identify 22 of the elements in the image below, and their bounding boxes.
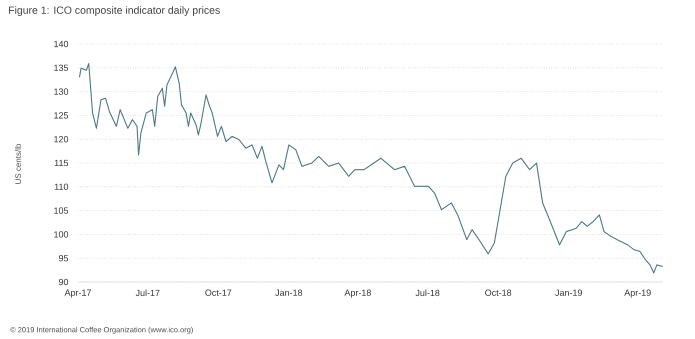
chart-title: Figure 1: ICO composite indicator daily prices — [9, 6, 220, 16]
y-tick-label: 115 — [54, 160, 68, 166]
x-tick-label: Oct-18 — [485, 290, 512, 296]
y-tick-label: 130 — [54, 88, 68, 95]
x-tick-label: Jul-18 — [416, 290, 440, 296]
x-tick-label: Oct-17 — [205, 290, 232, 296]
y-tick-label: 105 — [54, 207, 68, 214]
y-tick-label: 120 — [54, 136, 68, 142]
x-tick-label: Apr-18 — [344, 290, 371, 298]
y-tick-label: 140 — [54, 40, 68, 48]
y-tick-label: 100 — [54, 231, 68, 238]
x-tick-label: Jan-18 — [275, 290, 302, 296]
y-tick-label: 135 — [54, 64, 68, 71]
y-tick-label: 90 — [58, 278, 68, 286]
y-tick-label: 95 — [58, 255, 68, 262]
y-tick-label: 110 — [54, 184, 68, 190]
x-tick-label: Jul-17 — [136, 290, 160, 296]
line-series — [78, 62, 663, 274]
x-tick-label: Apr-19 — [624, 290, 651, 298]
x-tick-label: Jan-19 — [555, 290, 582, 296]
x-tick-label: Apr-17 — [64, 290, 92, 298]
y-tick-label: 125 — [54, 112, 68, 119]
